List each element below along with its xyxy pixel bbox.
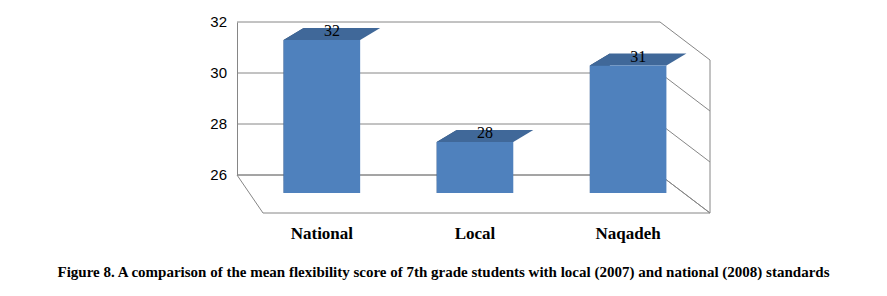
data-label: 31: [630, 48, 646, 65]
bar-front: [437, 142, 514, 193]
y-tick: 30: [210, 64, 237, 81]
y-tick: 32: [210, 13, 237, 30]
y-tick-label: 30: [210, 64, 227, 81]
x-tick-label: Local: [455, 224, 496, 243]
y-axis-line: [237, 23, 238, 176]
x-axis-line: [231, 213, 721, 214]
bar-front: [590, 66, 667, 194]
data-label: 32: [324, 22, 340, 39]
y-tick: 28: [210, 115, 237, 132]
x-tick: Naqadeh: [596, 213, 662, 243]
y-tick-label: 32: [210, 13, 227, 30]
x-tick-label: Naqadeh: [596, 224, 662, 243]
data-label: 28: [477, 124, 493, 141]
y-tick-label: 26: [210, 166, 227, 183]
x-axis: National Local Naqadeh: [231, 213, 721, 243]
title: Figure 8. A comparison of the mean flexi…: [58, 264, 830, 281]
bar: [590, 54, 687, 194]
bars: [284, 28, 687, 193]
y-tick: 26: [210, 166, 237, 183]
bar-front: [284, 40, 361, 193]
chart: 32 28 31 26 28 30 32 National Local Naqadeh Figure…: [0, 0, 887, 296]
bar: [284, 28, 381, 193]
side-wall-edge: [710, 60, 711, 213]
y-tick-label: 28: [210, 115, 227, 132]
grid: [237, 22, 710, 213]
x-tick-label: National: [291, 224, 354, 243]
x-tick: National: [291, 213, 354, 243]
y-axis: 26 28 30 32: [210, 13, 237, 183]
x-tick: Local: [455, 213, 496, 243]
data-labels: 32 28 31: [324, 22, 646, 141]
